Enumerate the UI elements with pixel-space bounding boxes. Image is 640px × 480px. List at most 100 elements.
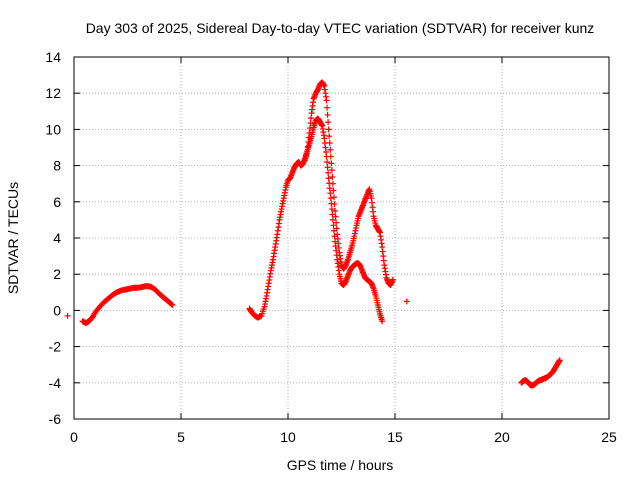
data-point (332, 238, 339, 245)
data-point (330, 187, 337, 194)
data-point (370, 213, 377, 220)
data-point (377, 311, 384, 318)
data-point (355, 213, 362, 220)
data-point (308, 110, 315, 117)
data-point (92, 309, 99, 316)
data-point (362, 196, 369, 203)
data-point (374, 301, 381, 308)
data-point (276, 216, 283, 223)
data-point (357, 263, 364, 270)
data-point (287, 175, 294, 182)
data-point (325, 119, 332, 126)
y-tick-label: 6 (53, 194, 61, 210)
data-point (334, 231, 341, 238)
data-point (168, 301, 175, 308)
data-point (139, 283, 146, 290)
data-point (265, 280, 272, 287)
data-point (372, 222, 379, 229)
data-point (329, 211, 336, 218)
data-point (349, 242, 356, 249)
data-point (355, 260, 362, 267)
data-point (333, 219, 340, 226)
data-point (280, 195, 287, 202)
data-point (261, 303, 268, 310)
data-point (332, 207, 339, 214)
data-point (319, 122, 326, 129)
y-axis-label: SDTVAR / TECUs (5, 182, 21, 294)
data-point (326, 133, 333, 140)
y-tick-label: -4 (49, 375, 62, 391)
data-point (344, 256, 351, 263)
data-point (325, 126, 332, 133)
data-point (347, 267, 354, 274)
x-tick-labels: 0 5 10 15 20 25 (70, 429, 617, 445)
y-tick-label: 0 (53, 302, 61, 318)
data-point (344, 273, 351, 280)
x-tick-label: 5 (177, 429, 185, 445)
data-point (118, 287, 125, 294)
data-point (152, 286, 159, 293)
data-point (85, 318, 92, 325)
data-point (263, 292, 270, 299)
data-point (100, 299, 107, 306)
data-point (330, 222, 337, 229)
data-point (113, 289, 120, 296)
data-point (248, 309, 255, 316)
data-point (389, 276, 396, 283)
data-point (328, 206, 335, 213)
data-point (82, 320, 89, 327)
data-point (255, 314, 262, 321)
data-point (325, 169, 332, 176)
y-tick-label: -2 (49, 339, 62, 355)
x-axis-label: GPS time / hours (287, 457, 394, 473)
data-point (304, 148, 311, 155)
y-tick-label: 14 (45, 49, 61, 65)
data-point (324, 164, 331, 171)
x-tick-label: 20 (494, 429, 510, 445)
data-point (319, 79, 326, 86)
data-point (379, 244, 386, 251)
data-point (370, 285, 377, 292)
data-point (310, 95, 317, 102)
data-point (156, 291, 163, 298)
data-point (340, 265, 347, 272)
data-point (333, 225, 340, 232)
data-point (289, 169, 296, 176)
data-point (299, 160, 306, 167)
data-point (165, 298, 172, 305)
data-point (336, 249, 343, 256)
data-point (368, 195, 375, 202)
data-point (342, 278, 349, 285)
data-point (270, 256, 277, 263)
data-point (329, 173, 336, 180)
data-point (314, 115, 321, 122)
data-point (331, 194, 338, 201)
data-point (372, 292, 379, 299)
data-point (272, 244, 279, 251)
x-tick-label: 0 (70, 429, 78, 445)
y-tick-label: -6 (49, 411, 62, 427)
data-point (258, 312, 265, 319)
data-point (246, 305, 253, 312)
data-point (550, 368, 557, 375)
data-point (126, 285, 133, 292)
data-point (323, 97, 330, 104)
data-point (324, 104, 331, 111)
data-point (122, 286, 129, 293)
data-point (326, 139, 333, 146)
data-point (295, 158, 302, 165)
data-point (109, 292, 116, 299)
data-point (379, 318, 386, 325)
data-point (148, 283, 155, 290)
data-point (324, 111, 331, 118)
data-point (306, 130, 313, 137)
data-point (64, 312, 71, 319)
data-point (364, 191, 371, 198)
x-tick-label: 15 (387, 429, 403, 445)
data-point (353, 222, 360, 229)
data-point (282, 184, 289, 191)
x-tick-label: 25 (601, 429, 617, 445)
data-point (327, 146, 334, 153)
